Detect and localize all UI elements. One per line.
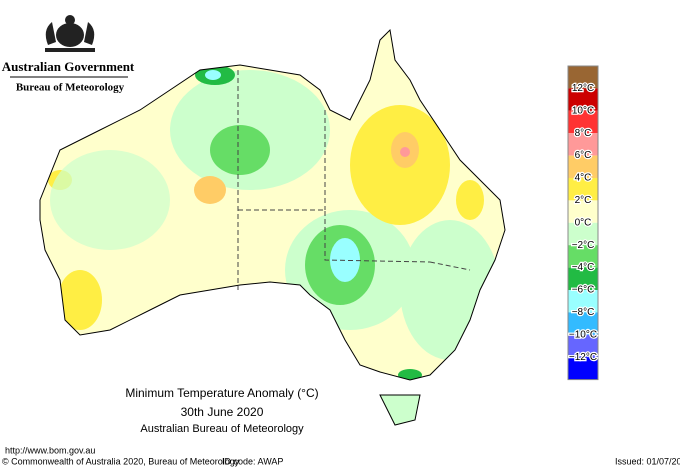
government-name: Australian Government <box>2 59 135 74</box>
legend-swatch <box>568 66 598 89</box>
legend-label: −4°C <box>572 262 595 273</box>
legend-swatch <box>568 357 598 380</box>
legend-swatch <box>568 222 598 246</box>
legend-swatch <box>568 110 598 134</box>
footer-issued: Issued: 01/07/2020 <box>615 456 680 466</box>
footer-copyright: © Commonwealth of Australia 2020, Bureau… <box>2 456 240 466</box>
map-source: Australian Bureau of Meteorology <box>140 423 304 435</box>
legend-label: −12°C <box>569 352 597 363</box>
legend-swatch <box>568 133 598 156</box>
legend-label: −6°C <box>572 285 595 296</box>
australia-map <box>39 29 506 426</box>
legend-swatch <box>568 178 598 201</box>
footer-id: ID code: AWAP <box>222 456 283 466</box>
legend-label: 10°C <box>572 105 594 116</box>
legend-swatch <box>568 200 598 223</box>
legend-swatch <box>568 334 598 358</box>
legend-label: 4°C <box>575 173 592 184</box>
legend-label: −8°C <box>572 307 595 318</box>
legend-swatch <box>568 155 598 178</box>
legend-swatch <box>568 245 598 268</box>
legend-label: −2°C <box>572 240 595 251</box>
legend-swatch <box>568 267 598 290</box>
map-title: Minimum Temperature Anomaly (°C) <box>125 386 318 400</box>
coat-of-arms <box>45 15 95 52</box>
legend-frame <box>567 65 599 381</box>
legend: 12°C 10°C 8°C 6°C 4°C 2°C 0°C −2°C −4°C −6°C −8°C −… <box>567 65 599 381</box>
legend-swatch <box>568 88 598 111</box>
agency-name: Bureau of Meteorology <box>16 82 125 94</box>
legend-label: −10°C <box>569 329 597 340</box>
footer-url: http://www.bom.gov.au <box>5 445 95 455</box>
legend-label: 2°C <box>575 195 592 206</box>
map-date: 30th June 2020 <box>181 405 264 419</box>
legend-label: 12°C <box>572 83 594 94</box>
legend-swatch <box>568 312 598 335</box>
legend-label: 8°C <box>575 128 592 139</box>
legend-label: 6°C <box>575 150 592 161</box>
legend-label: 0°C <box>575 217 592 228</box>
legend-swatch <box>568 290 598 313</box>
